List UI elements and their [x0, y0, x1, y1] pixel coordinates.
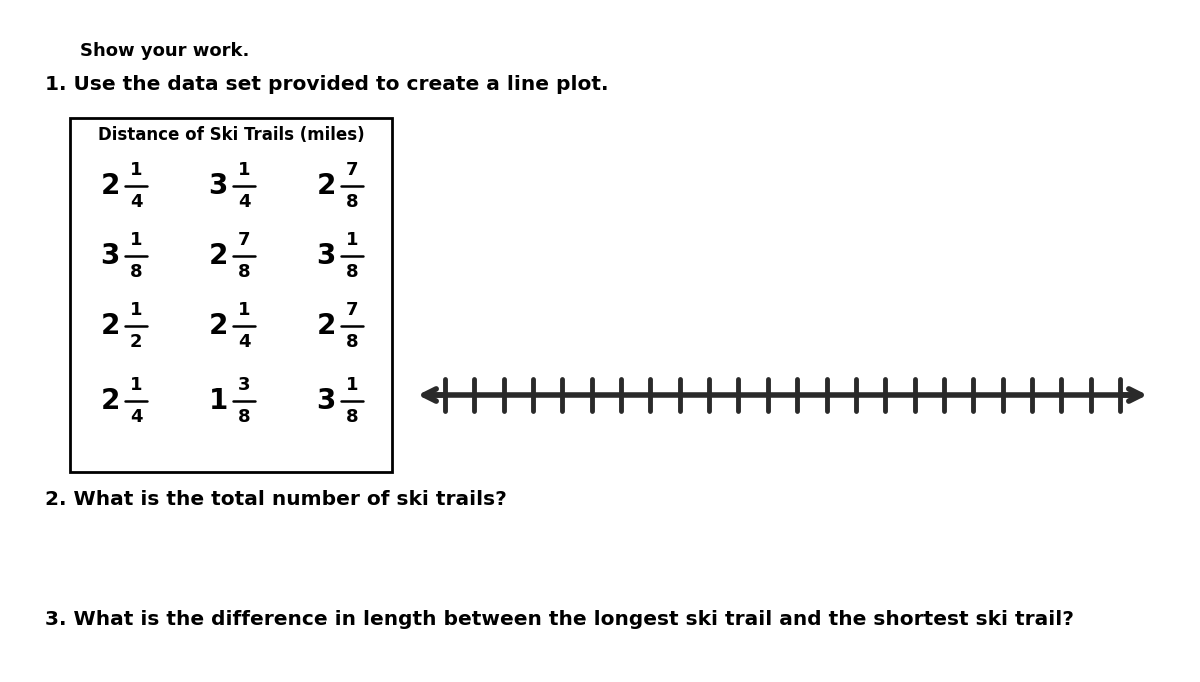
Text: 2: 2: [130, 333, 143, 351]
Text: 3: 3: [317, 387, 336, 415]
Text: 2: 2: [209, 312, 228, 340]
Text: 7: 7: [346, 161, 359, 179]
Text: 4: 4: [130, 408, 143, 426]
Text: 4: 4: [238, 193, 251, 211]
Text: 2: 2: [317, 312, 336, 340]
Text: 4: 4: [130, 193, 143, 211]
Text: Distance of Ski Trails (miles): Distance of Ski Trails (miles): [97, 126, 365, 144]
Text: 8: 8: [238, 263, 251, 281]
Text: 3: 3: [317, 242, 336, 270]
Text: 2: 2: [101, 312, 120, 340]
Text: Show your work.: Show your work.: [80, 42, 250, 60]
Text: 1: 1: [346, 231, 359, 249]
Text: 1: 1: [130, 301, 143, 319]
Text: 3: 3: [209, 172, 228, 200]
Text: 8: 8: [346, 333, 359, 351]
Text: 2. What is the total number of ski trails?: 2. What is the total number of ski trail…: [46, 490, 506, 509]
Bar: [70, 118, 392, 472]
Text: 1: 1: [238, 301, 251, 319]
Text: 8: 8: [346, 408, 359, 426]
Text: 3: 3: [101, 242, 120, 270]
Text: 2: 2: [317, 172, 336, 200]
Text: 1: 1: [130, 161, 143, 179]
Text: 8: 8: [130, 263, 143, 281]
Text: 1: 1: [346, 376, 359, 394]
Text: 2: 2: [101, 387, 120, 415]
Text: 1: 1: [238, 161, 251, 179]
Text: 1: 1: [209, 387, 228, 415]
Text: 8: 8: [346, 263, 359, 281]
Text: 3. What is the difference in length between the longest ski trail and the shorte: 3. What is the difference in length betw…: [46, 610, 1074, 629]
Text: 3: 3: [238, 376, 251, 394]
Text: 7: 7: [238, 231, 251, 249]
Text: 1: 1: [130, 376, 143, 394]
Text: 7: 7: [346, 301, 359, 319]
Text: 1. Use the data set provided to create a line plot.: 1. Use the data set provided to create a…: [46, 75, 608, 94]
Text: 1: 1: [130, 231, 143, 249]
Text: 8: 8: [238, 408, 251, 426]
Text: 4: 4: [238, 333, 251, 351]
Text: 2: 2: [101, 172, 120, 200]
Text: 8: 8: [346, 193, 359, 211]
Text: 2: 2: [209, 242, 228, 270]
